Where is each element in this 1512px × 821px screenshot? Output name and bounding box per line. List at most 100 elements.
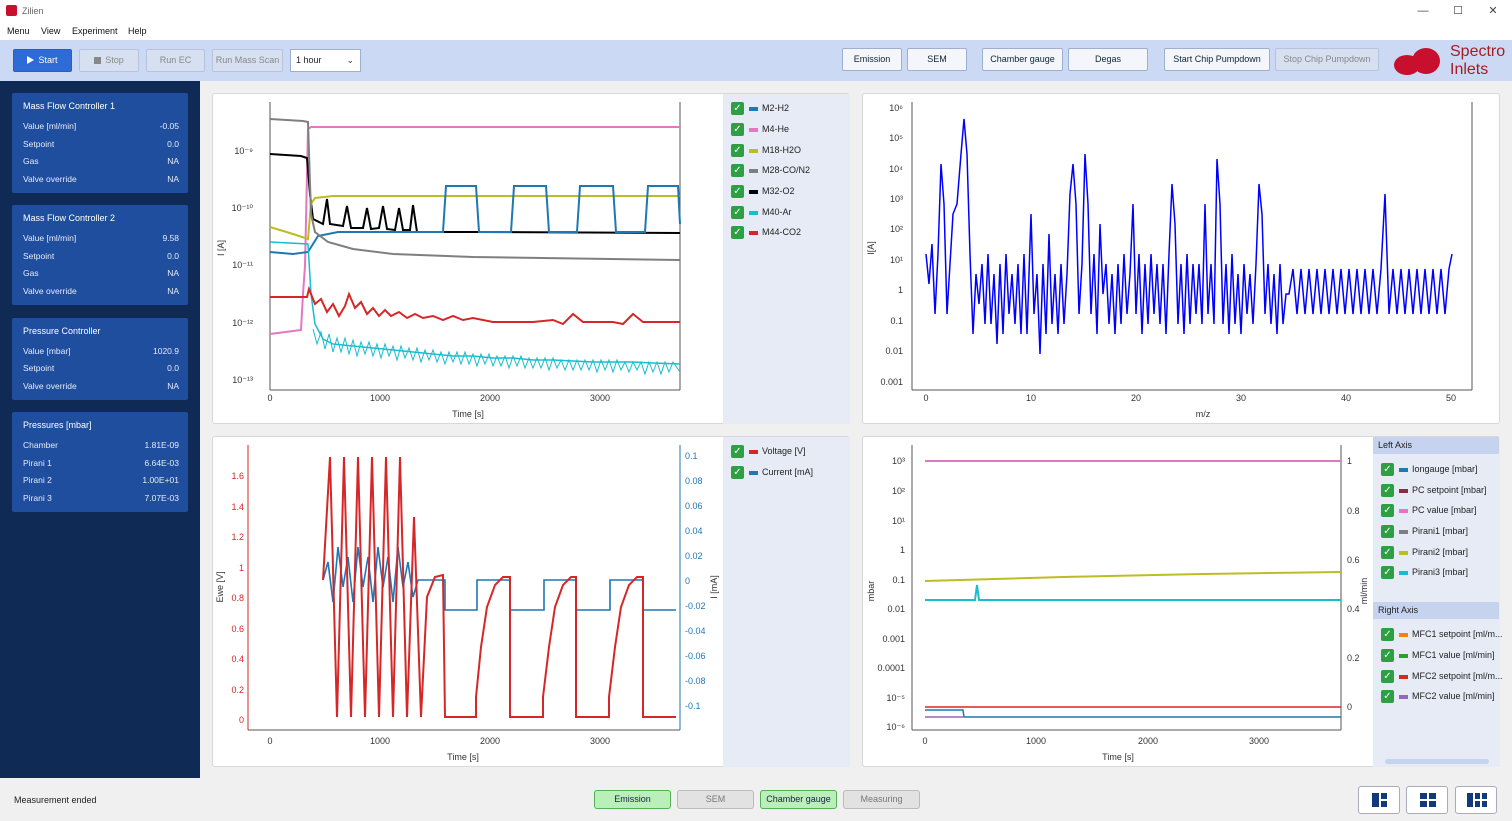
run-ec-button[interactable]: Run EC [146,49,205,72]
legend-label: Voltage [V] [762,446,806,456]
series-voltage [322,456,676,718]
mass-scan-chart[interactable]: 10⁶ 10⁵ 10⁴ 10³ 10² 10¹ 1 0.1 0.01 0.001… [863,94,1499,423]
x-tick-labels: 0 10 20 30 40 50 [923,393,1456,403]
start-button[interactable]: Start [13,49,72,72]
ec-chart[interactable]: 1.6 1.4 1.2 1 0.8 0.6 0.4 0.2 0 0.1 0.08… [213,437,723,768]
checkbox-icon[interactable]: ✓ [1381,525,1394,538]
emission-button[interactable]: Emission [842,48,902,71]
status-emission[interactable]: Emission [594,790,671,809]
pressures-row: Pirani 1 6.64E-03 [23,458,179,468]
row-label: Valve override [23,174,77,184]
y-tick-label: 0.001 [882,634,905,644]
row-label: Gas [23,156,39,166]
stop-button[interactable]: Stop [79,49,139,72]
checkbox-icon[interactable]: ✓ [731,102,744,115]
color-swatch [749,450,758,454]
checkbox-icon[interactable]: ✓ [1381,566,1394,579]
y2-tick-label: 0 [685,576,690,586]
checkbox-icon[interactable]: ✓ [1381,463,1394,476]
checkbox-icon[interactable]: ✓ [731,144,744,157]
color-swatch [1399,695,1408,699]
x-tick-label: 1000 [370,736,390,746]
checkbox-icon[interactable]: ✓ [1381,546,1394,559]
y2-tick-labels: 0.1 0.08 0.06 0.04 0.02 0 -0.02 -0.04 -0… [685,451,706,711]
y-tick-label: 0.01 [885,346,903,356]
color-swatch [1399,675,1408,679]
menu-item-experiment[interactable]: Experiment [72,26,118,36]
y-tick-label: 0.1 [890,316,903,326]
series-pirani3 [925,584,1341,601]
status-chamber-gauge[interactable]: Chamber gauge [760,790,837,809]
x-tick-label: 2000 [480,736,500,746]
layout-columns-button[interactable] [1455,786,1497,814]
checkbox-icon[interactable]: ✓ [731,164,744,177]
checkbox-icon[interactable]: ✓ [1381,670,1394,683]
start-chip-pumpdown-button[interactable]: Start Chip Pumpdown [1164,48,1270,71]
x-tick-label: 20 [1131,393,1141,403]
y2-tick-label: -0.08 [685,676,706,686]
x-tick-label: 10 [1026,393,1036,403]
y-tick-label: 1.4 [231,502,244,512]
row-value: NA [167,156,179,166]
legend-label: M44-CO2 [762,227,802,237]
pressure-flow-chart[interactable]: 10³ 10² 10¹ 1 0.1 0.01 0.001 0.0001 10⁻⁵… [863,437,1373,768]
pressure-controller-card: Pressure Controller Value [mbar] 1020.9 S… [12,318,188,400]
chamber-gauge-button[interactable]: Chamber gauge [982,48,1063,71]
y-tick-label: 0.6 [231,624,244,634]
legend-label: PC value [mbar] [1412,505,1477,515]
y-axis-label: I [A] [216,240,226,256]
color-swatch [1399,530,1408,534]
minimize-icon[interactable]: — [1417,5,1429,17]
close-icon[interactable]: ✕ [1488,5,1498,17]
y2-tick-label: 0.06 [685,501,703,511]
checkbox-icon[interactable]: ✓ [1381,649,1394,662]
horizontal-scrollbar[interactable] [1385,759,1489,764]
checkbox-icon[interactable]: ✓ [731,445,744,458]
row-value: 1.81E-09 [144,440,180,450]
status-measuring[interactable]: Measuring [843,790,920,809]
checkbox-icon[interactable]: ✓ [731,185,744,198]
checkbox-icon[interactable]: ✓ [731,123,744,136]
y-tick-label: 1.6 [231,471,244,481]
run-mass-scan-button[interactable]: Run Mass Scan [212,49,283,72]
layout-grid-button[interactable] [1406,786,1448,814]
x-axis-label: Time [s] [447,752,479,762]
duration-select[interactable]: 1 hour ⌄ [290,49,361,72]
menu-item-menu[interactable]: Menu [7,26,30,36]
pc-row: Valve override NA [23,381,179,391]
y2-tick-label: 1 [1347,456,1352,466]
x-tick-label: 0 [922,736,927,746]
row-label: Pirani 1 [23,458,52,468]
ms-legend: ✓ M2-H2 ✓ M4-He ✓ M18-H2O ✓ M28-CO/N2 ✓ M32-O… [723,94,850,424]
checkbox-icon[interactable]: ✓ [731,226,744,239]
y-tick-label: 10⁶ [889,103,903,113]
color-swatch [749,169,758,173]
y-tick-labels: 10⁻⁹ 10⁻¹⁰ 10⁻¹¹ 10⁻¹² 10⁻¹³ [232,146,254,385]
menu-item-view[interactable]: View [41,26,61,36]
layout-split-button[interactable] [1358,786,1400,814]
checkbox-icon[interactable]: ✓ [1381,690,1394,703]
sem-button[interactable]: SEM [907,48,967,71]
row-value: NA [167,286,179,296]
y2-tick-label: 0.4 [1347,604,1360,614]
mfc1-row: Setpoint 0.0 [23,139,179,149]
series-m32-o2 [269,153,681,234]
ms-timeseries-chart[interactable]: 10⁻⁹ 10⁻¹⁰ 10⁻¹¹ 10⁻¹² 10⁻¹³ 0 1000 2000… [213,94,723,425]
color-swatch [749,107,758,111]
y-tick-label: 0.2 [231,685,244,695]
checkbox-icon[interactable]: ✓ [1381,504,1394,517]
degas-button[interactable]: Degas [1068,48,1148,71]
checkbox-icon[interactable]: ✓ [1381,628,1394,641]
checkbox-icon[interactable]: ✓ [1381,484,1394,497]
y2-tick-label: 0.04 [685,526,703,536]
legend-label: PC setpoint [mbar] [1412,485,1487,495]
x-axis-label: m/z [1196,409,1211,419]
stop-chip-pumpdown-button[interactable]: Stop Chip Pumpdown [1275,48,1379,71]
checkbox-icon[interactable]: ✓ [731,206,744,219]
status-sem[interactable]: SEM [677,790,754,809]
maximize-icon[interactable]: ☐ [1453,5,1463,17]
legend-label: Pirani1 [mbar] [1412,526,1469,536]
menu-item-help[interactable]: Help [128,26,147,36]
x-tick-label: 0 [267,393,272,403]
checkbox-icon[interactable]: ✓ [731,466,744,479]
